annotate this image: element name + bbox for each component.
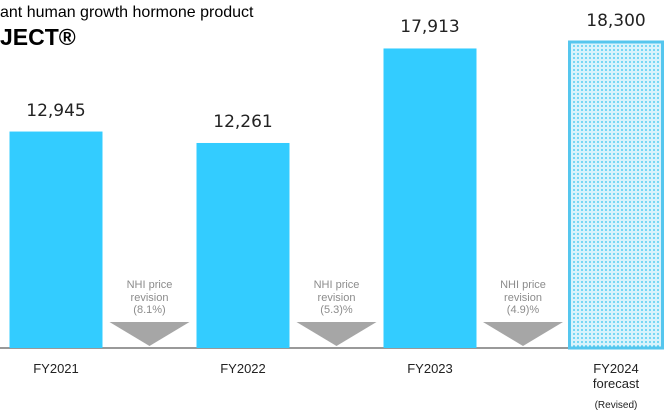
value-label: 17,913 (400, 17, 460, 38)
bar (196, 142, 290, 348)
value-label: 18,300 (586, 11, 646, 31)
annotation: NHI price revision (5.3)% (313, 279, 360, 317)
x-tick-label: FY2021 (33, 361, 79, 376)
x-tick-label: FY2024 forecast (592, 361, 640, 391)
price-arrow (109, 322, 190, 346)
price-arrow (483, 322, 563, 346)
bar (568, 40, 664, 350)
chart-subtitle: ant human growth hormone product (0, 4, 254, 21)
value-label: 12,945 (26, 100, 86, 121)
x-tick-label: FY2023 (407, 361, 453, 376)
bar (383, 48, 477, 349)
bar (9, 131, 103, 348)
annotation: NHI price revision (8.1%) (126, 279, 173, 317)
chart-title: JECT® (0, 24, 76, 50)
value-label: 12,261 (213, 111, 273, 132)
category-note: (Revised) (594, 400, 638, 411)
price-arrow (296, 322, 377, 346)
x-tick-label: FY2022 (220, 361, 266, 376)
annotation: NHI price revision (4.9)% (500, 279, 546, 317)
